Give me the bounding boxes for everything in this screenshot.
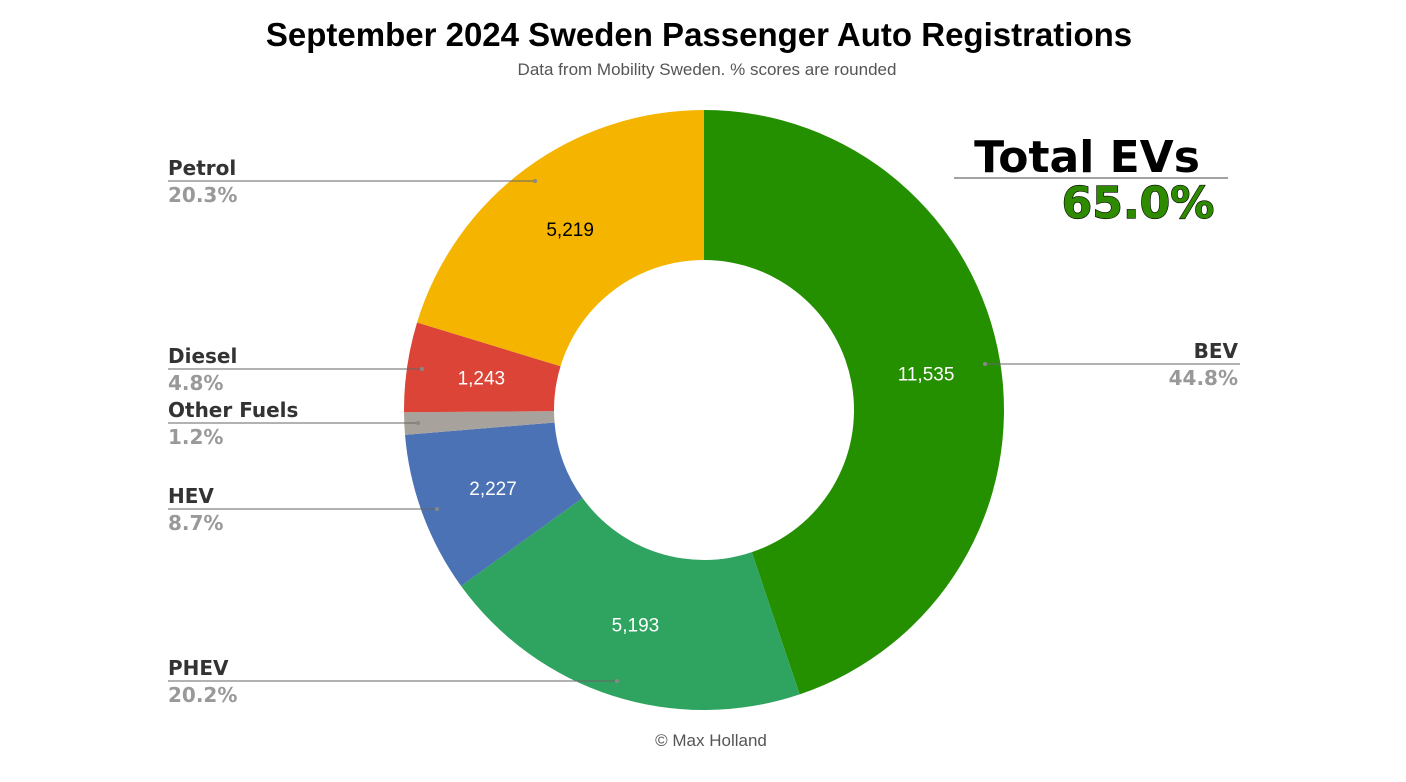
slice-bev	[704, 110, 1005, 695]
value-label-petrol: 5,219	[546, 220, 594, 241]
leader-dot-phev	[615, 679, 619, 683]
leader-lines-layer	[168, 179, 1240, 683]
slice-other-fuels	[404, 411, 555, 435]
value-label-bev: 11,535	[898, 365, 955, 386]
value-label-hev: 2,227	[469, 479, 517, 500]
leader-dot-hev	[435, 507, 439, 511]
percent-label-diesel: 4.8%	[168, 371, 223, 395]
slice-diesel	[403, 322, 561, 413]
category-label-hev: HEV	[168, 484, 214, 508]
value-labels-layer: 11,535 5,193 2,227 1,243 5,219	[458, 220, 955, 636]
value-label-diesel: 1,243	[458, 369, 506, 390]
total-evs-value: 65.0%	[1062, 178, 1215, 229]
category-label-other-fuels: Other Fuels	[168, 398, 298, 422]
leader-dot-other-fuels	[416, 421, 420, 425]
total-evs-title: Total EVs	[974, 132, 1200, 183]
chart-subtitle: Data from Mobility Sweden. % scores are …	[517, 60, 897, 79]
percent-label-other-fuels: 1.2%	[168, 425, 223, 449]
percent-label-phev: 20.2%	[168, 683, 237, 707]
value-label-phev: 5,193	[612, 615, 660, 636]
slice-phev	[461, 498, 800, 710]
category-label-petrol: Petrol	[168, 156, 236, 180]
leader-dot-bev	[983, 362, 987, 366]
leader-dot-diesel	[420, 367, 424, 371]
slice-hev	[405, 422, 583, 587]
credit-text: © Max Holland	[655, 731, 767, 750]
percent-label-petrol: 20.3%	[168, 183, 237, 207]
category-label-bev: BEV	[1194, 339, 1239, 363]
slice-petrol	[417, 110, 704, 367]
leader-dot-petrol	[533, 179, 537, 183]
total-evs-annotation: Total EVs 65.0%	[954, 132, 1228, 230]
slices-layer	[403, 110, 1005, 710]
percent-label-bev: 44.8%	[1169, 366, 1238, 390]
chart-title: September 2024 Sweden Passenger Auto Reg…	[265, 16, 1133, 53]
category-label-phev: PHEV	[168, 656, 229, 680]
category-label-diesel: Diesel	[168, 344, 237, 368]
category-labels-layer: BEV 44.8% PHEV 20.2% HEV 8.7% Other Fuels 1.2% D…	[168, 156, 1239, 707]
percent-label-hev: 8.7%	[168, 511, 223, 535]
